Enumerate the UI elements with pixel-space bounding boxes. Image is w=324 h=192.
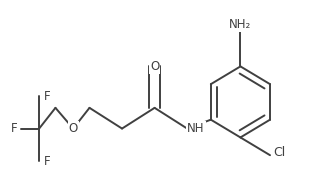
Text: Cl: Cl [273, 146, 285, 159]
Text: O: O [150, 60, 159, 73]
Text: NH₂: NH₂ [229, 18, 251, 31]
Text: O: O [69, 122, 78, 135]
Text: NH: NH [187, 122, 205, 135]
Text: F: F [43, 155, 50, 168]
Text: F: F [43, 89, 50, 103]
Text: F: F [10, 122, 17, 135]
